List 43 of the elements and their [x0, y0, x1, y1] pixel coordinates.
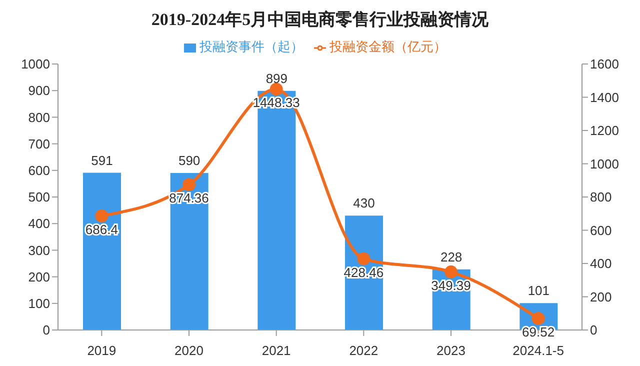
y2-tick-label: 1200 — [590, 123, 619, 138]
y-tick-label: 600 — [28, 163, 50, 178]
data-label: 591 — [91, 152, 113, 168]
chart-title: 2019-2024年5月中国电商零售行业投融资情况 — [150, 9, 490, 31]
bar — [83, 172, 121, 330]
x-tick-label: 2022 — [349, 343, 378, 358]
y2-tick-label: 1000 — [590, 156, 619, 172]
point — [444, 265, 458, 278]
y-tick-label: 800 — [28, 110, 50, 125]
y-tick-label: 200 — [28, 269, 50, 284]
data-label: 590 — [178, 153, 200, 168]
y-tick-label: 700 — [28, 136, 50, 152]
y-tick-label: 0 — [42, 322, 50, 338]
x-tick-label: 2019 — [87, 343, 116, 358]
point — [182, 178, 196, 192]
y-tick-label: 400 — [28, 216, 50, 232]
data-label: 686.4 — [85, 222, 118, 237]
y2-tick-label: 800 — [590, 190, 612, 205]
y-tick-label: 100 — [28, 296, 50, 312]
x-tick-label: 2024.1-5 — [512, 343, 564, 358]
x-tick-label: 2021 — [262, 343, 291, 358]
legend-label: 投融资金额（亿元） — [330, 39, 446, 54]
data-label: 430 — [353, 196, 375, 211]
y2-tick-label: 200 — [590, 289, 612, 304]
point — [270, 82, 283, 96]
y-tick-label: 300 — [28, 242, 50, 258]
data-label: 101 — [528, 283, 550, 298]
x-tick-label: 2020 — [174, 343, 204, 358]
legend-label: 投融资事件（起） — [200, 39, 304, 54]
y2-tick-label: 400 — [590, 256, 612, 272]
point — [95, 209, 108, 222]
y-tick-label: 900 — [28, 83, 50, 98]
y2-tick-label: 0 — [590, 322, 598, 338]
y-tick-label: 500 — [28, 190, 50, 205]
y2-tick-label: 600 — [590, 222, 612, 238]
data-label: 899 — [266, 70, 288, 86]
bar — [170, 173, 208, 330]
y2-tick-label: 1600 — [590, 56, 619, 72]
data-label: 228 — [440, 249, 462, 264]
point — [357, 252, 370, 266]
x-tick-label: 2023 — [436, 343, 466, 358]
y-tick-label: 1000 — [21, 56, 50, 72]
y2-tick-label: 1400 — [590, 90, 619, 105]
